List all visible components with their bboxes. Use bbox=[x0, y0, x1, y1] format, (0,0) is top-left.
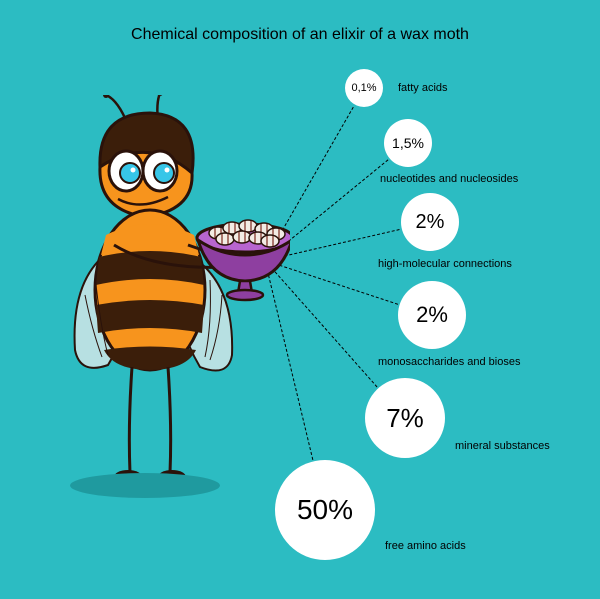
bubble-percent: 50% bbox=[297, 494, 353, 526]
bubble-label: free amino acids bbox=[385, 540, 466, 552]
bubble-label: high-molecular connections bbox=[378, 258, 512, 270]
bubble-label: monosaccharides and bioses bbox=[378, 356, 520, 368]
composition-bubble: 2% bbox=[401, 193, 459, 251]
bubble-percent: 7% bbox=[386, 403, 424, 434]
bee-shadow bbox=[70, 473, 220, 498]
bee-illustration bbox=[60, 95, 290, 500]
bubble-percent: 2% bbox=[416, 302, 448, 328]
composition-bubble: 50% bbox=[275, 460, 375, 560]
bubble-label: nucleotides and nucleosides bbox=[380, 173, 518, 185]
bubble-percent: 2% bbox=[416, 211, 445, 234]
composition-bubble: 2% bbox=[398, 281, 466, 349]
composition-bubble: 0,1% bbox=[345, 69, 383, 107]
bubble-percent: 0,1% bbox=[351, 82, 376, 94]
bee-svg bbox=[60, 95, 290, 495]
composition-bubble: 1,5% bbox=[384, 119, 432, 167]
page-title: Chemical composition of an elixir of a w… bbox=[0, 26, 600, 44]
composition-bubble: 7% bbox=[365, 378, 445, 458]
infographic-canvas: Chemical composition of an elixir of a w… bbox=[0, 0, 600, 599]
bubble-label: fatty acids bbox=[398, 82, 448, 94]
bubble-percent: 1,5% bbox=[392, 135, 424, 151]
bubble-label: mineral substances bbox=[455, 440, 550, 452]
